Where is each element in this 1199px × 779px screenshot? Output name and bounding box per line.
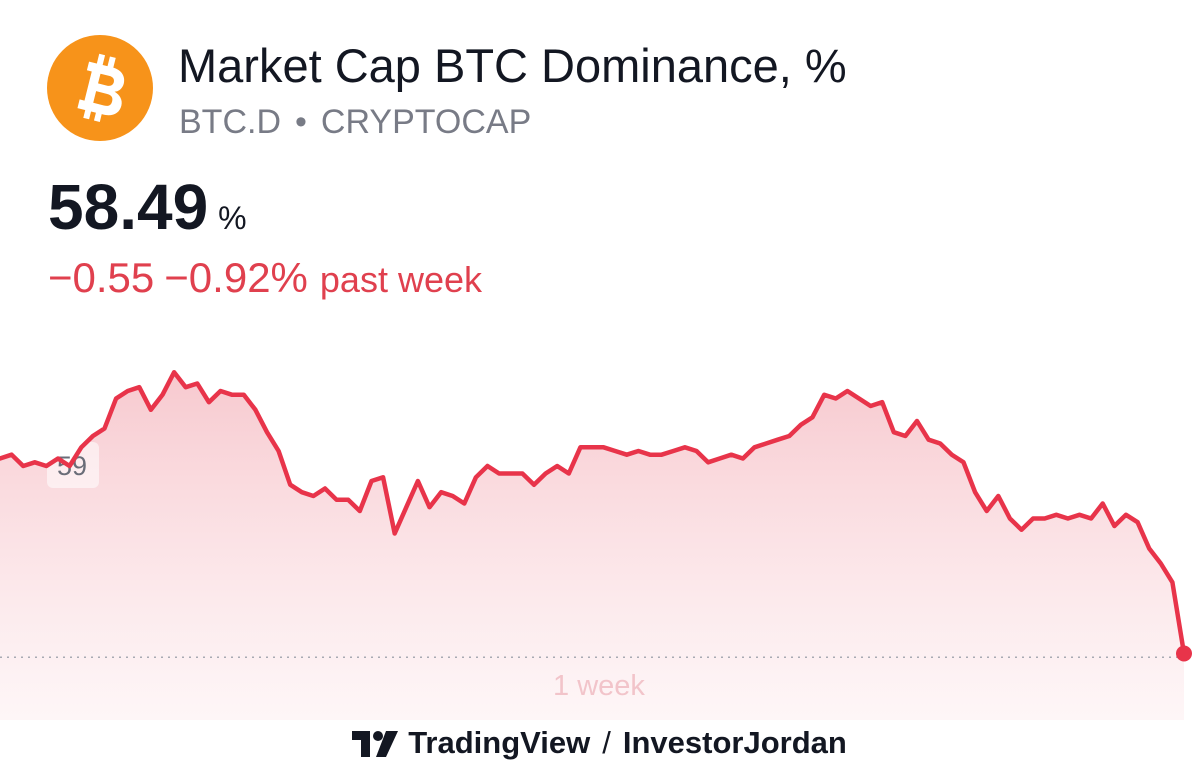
current-price: 58.49%	[48, 172, 247, 242]
bitcoin-bar-top-left	[96, 53, 106, 67]
tv-logo-v-shape	[376, 731, 399, 757]
bitcoin-b-shape	[77, 61, 125, 116]
instrument-title: Market Cap BTC Dominance, %	[178, 39, 847, 92]
symbol-label: BTC.D	[179, 103, 281, 141]
change-period: past week	[319, 259, 482, 300]
last-price-marker	[1176, 645, 1192, 662]
instrument-subtitle: BTC.D • CRYPTOCAP	[179, 101, 531, 143]
change-absolute: −0.55	[48, 254, 155, 301]
bitcoin-bar-top-right	[107, 56, 116, 70]
price-unit: %	[218, 200, 247, 236]
footer-attribution: TradingView / InvestorJordan	[0, 725, 1199, 765]
price-change: −0.55 −0.92% past week	[48, 254, 482, 304]
footer-brand[interactable]: TradingView	[408, 725, 591, 760]
tradingview-logo-icon	[352, 729, 399, 765]
y-tick: 59	[47, 442, 99, 488]
price-value: 58.49	[48, 171, 209, 243]
subtitle-separator: •	[295, 103, 307, 141]
footer-separator: /	[602, 725, 611, 760]
footer-author[interactable]: InvestorJordan	[622, 725, 847, 760]
tv-logo-dot	[373, 731, 384, 741]
x-axis-label: 1 week	[553, 670, 645, 702]
price-chart[interactable]: 59 1 week	[0, 320, 1199, 720]
change-percent: −0.92%	[164, 254, 308, 301]
y-tick-background	[47, 442, 99, 488]
chart-area-fill	[0, 372, 1184, 720]
chart-series-line	[0, 370, 1187, 656]
bitcoin-icon	[47, 35, 153, 141]
exchange-label: CRYPTOCAP	[320, 103, 532, 141]
bitcoin-logo	[47, 35, 153, 141]
tv-logo-t-shape	[352, 731, 371, 757]
